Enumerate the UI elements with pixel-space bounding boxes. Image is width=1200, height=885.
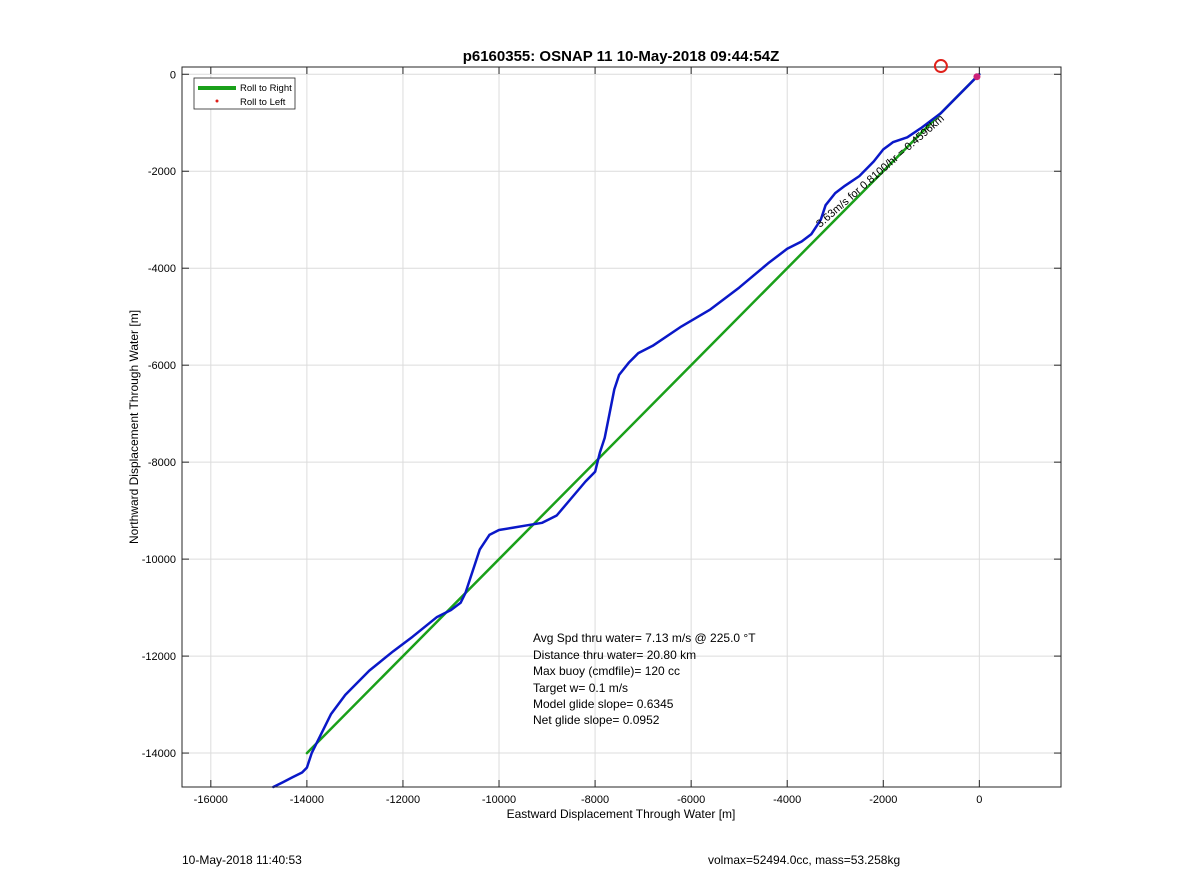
- y-tick-label: -14000: [142, 748, 176, 760]
- x-tick-label: -10000: [482, 794, 516, 806]
- grid: [182, 67, 1061, 787]
- stats-line-target-w: Target w= 0.1 m/s: [533, 681, 628, 695]
- end-marker: [973, 73, 981, 81]
- x-tick-label: 0: [976, 794, 982, 806]
- series-line-roll-right: [305, 73, 981, 755]
- y-tick-label: -6000: [148, 360, 176, 372]
- y-tick-label: 0: [170, 69, 176, 81]
- stats-line-net-glide: Net glide slope= 0.0952: [533, 713, 660, 727]
- x-tick-label: -6000: [677, 794, 705, 806]
- legend-box: [193, 77, 296, 110]
- markers: [933, 59, 981, 81]
- ticks: -16000 -14000 -12000 -10000 -8000 -6000 -4000 -…: [142, 67, 1061, 806]
- x-tick-label: -16000: [194, 794, 228, 806]
- y-tick-label: -12000: [142, 651, 176, 663]
- x-tick-label: -4000: [773, 794, 801, 806]
- y-axis-label: Northward Displacement Through Water [m]: [127, 310, 141, 544]
- stats-line-avg-speed: Avg Spd thru water= 7.13 m/s @ 225.0 °T: [533, 631, 756, 645]
- x-tick-label: -2000: [869, 794, 897, 806]
- y-tick-label: -4000: [148, 263, 176, 275]
- stats-line-model-glide: Model glide slope= 0.6345: [533, 697, 674, 711]
- x-tick-label: -14000: [290, 794, 324, 806]
- y-tick-label: -8000: [148, 457, 176, 469]
- y-tick-label: -2000: [148, 166, 176, 178]
- plot-area: [182, 67, 1061, 787]
- footer-timestamp: 10-May-2018 11:40:53: [182, 853, 302, 867]
- stats-line-distance: Distance thru water= 20.80 km: [533, 648, 696, 662]
- stats-line-max-buoy: Max buoy (cmdfile)= 120 cc: [533, 664, 680, 678]
- x-axis-label: Eastward Displacement Through Water [m]: [507, 807, 736, 821]
- series-layer: [272, 73, 981, 789]
- y-tick-label: -10000: [142, 554, 176, 566]
- start-marker: [933, 59, 948, 74]
- legend-label-roll-right: Roll to Right: [240, 83, 292, 94]
- footer-mass-info: volmax=52494.0cc, mass=53.258kg: [708, 853, 901, 867]
- legend-dot-roll-left: [215, 99, 219, 103]
- legend-label-roll-left: Roll to Left: [240, 97, 286, 108]
- series-line-trajectory: [272, 73, 981, 789]
- x-tick-label: -8000: [581, 794, 609, 806]
- stats-block: Avg Spd thru water= 7.13 m/s @ 225.0 °T …: [533, 631, 756, 727]
- legend: Roll to Right Roll to Left: [193, 77, 296, 110]
- plot-frame: [181, 66, 1062, 788]
- chart-title: p6160355: OSNAP 11 10-May-2018 09:44:54Z: [463, 48, 780, 65]
- x-tick-label: -12000: [386, 794, 420, 806]
